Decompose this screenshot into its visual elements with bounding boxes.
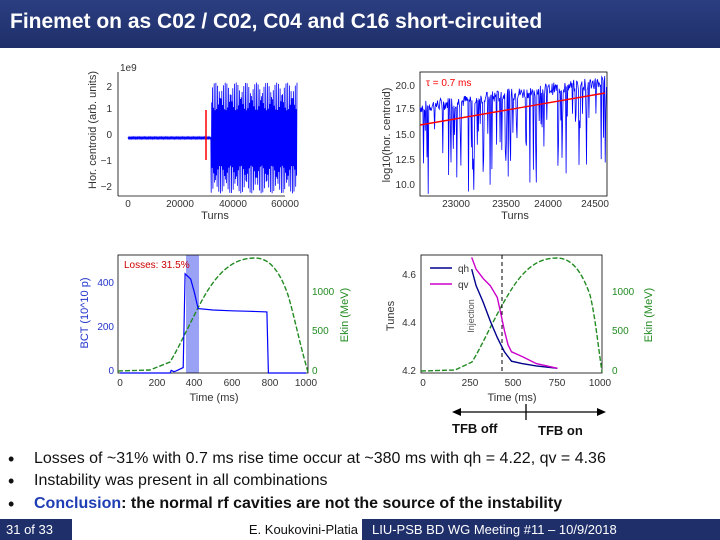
- p4-legend-qv: qv: [458, 280, 469, 291]
- p3-xlabel: Time (ms): [189, 392, 238, 404]
- p2-fit-line: [419, 92, 606, 126]
- p4-ytick-right: 1000: [612, 287, 635, 298]
- p3-xtick: 600: [224, 378, 241, 389]
- p3-xtick: 200: [149, 378, 166, 389]
- p3-xtick: 0: [117, 378, 123, 389]
- p3-ylabel: BCT (10^10 p): [79, 278, 91, 349]
- p3-shaded-region: [186, 255, 199, 373]
- p4-ytick-right: 0: [612, 366, 618, 377]
- footer-meeting: LIU-PSB BD WG Meeting #11 – 10/9/2018: [362, 519, 720, 540]
- p3-frame: [117, 254, 309, 374]
- p2-xtick: 23500: [492, 199, 520, 210]
- p1-ytick: 2: [106, 82, 112, 93]
- p1-ytick: −2: [101, 182, 113, 193]
- tfb-off-label: TFB off: [452, 421, 498, 436]
- p4-ylabel: Tunes: [385, 300, 397, 331]
- p4-xtick: 250: [462, 378, 479, 389]
- p2-annotation: τ = 0.7 ms: [426, 78, 471, 89]
- p2-ytick: 15.0: [396, 130, 416, 141]
- conclusion-label: Conclusion: [34, 495, 122, 512]
- p2-xtick: 23000: [442, 199, 470, 210]
- p3-xtick: 800: [262, 378, 279, 389]
- p4-qh-series: [471, 269, 558, 369]
- p2-ytick: 12.5: [396, 155, 416, 166]
- p4-ytick: 4.4: [402, 318, 416, 329]
- plot-hor-centroid: Hor. centroid (arb. units) 1e9 2 1 0 −1 …: [87, 63, 299, 222]
- p4-qv-series: [471, 257, 558, 369]
- p4-frame: [420, 254, 603, 374]
- p2-xtick: 24000: [534, 199, 562, 210]
- p4-ytick-right: 500: [612, 326, 629, 337]
- p3-xtick: 400: [186, 378, 203, 389]
- plot-bct: BCT (10^10 p) Ekin (MeV) Losses: 31.5% 4…: [79, 254, 351, 404]
- p4-xtick: 1000: [589, 378, 612, 389]
- p4-legend: qh qv: [430, 264, 469, 291]
- p4-xtick: 500: [505, 378, 522, 389]
- p1-ytick: 1: [106, 104, 112, 115]
- footer: 31 of 33 E. Koukovini-Platia LIU-PSB BD …: [0, 519, 720, 540]
- p3-annotation: Losses: 31.5%: [124, 260, 190, 271]
- bullet-dot: •: [8, 471, 15, 491]
- p1-ylabel: Hor. centroid (arb. units): [87, 71, 99, 189]
- p3-ytick-right: 0: [312, 366, 318, 377]
- p1-ytick: 0: [106, 130, 112, 141]
- plots-area: Hor. centroid (arb. units) 1e9 2 1 0 −1 …: [0, 48, 720, 448]
- p3-ytick-right: 1000: [312, 287, 335, 298]
- p3-ytick-right: 500: [312, 326, 329, 337]
- page-number: 31 of 33: [0, 519, 72, 540]
- p3-bct-series: [120, 272, 306, 374]
- p3-ekin-series: [117, 257, 309, 373]
- p3-ytick: 200: [97, 322, 114, 333]
- bullet-text: Losses of ~31% with 0.7 ms rise time occ…: [34, 450, 606, 467]
- conclusion-text: : the normal rf cavities are not the sou…: [121, 495, 563, 512]
- p4-ylabel-right: Ekin (MeV): [643, 288, 655, 342]
- p2-ytick: 10.0: [396, 180, 416, 191]
- p3-xtick: 1000: [295, 378, 318, 389]
- p3-ylabel-right: Ekin (MeV): [339, 288, 351, 342]
- p3-ytick: 0: [108, 366, 114, 377]
- page-title: Finemet on as C02 / C02, C04 and C16 sho…: [10, 10, 543, 33]
- p2-ytick: 20.0: [396, 81, 416, 92]
- p3-ytick: 400: [97, 278, 114, 289]
- p1-xlabel: Turns: [201, 210, 229, 222]
- bullet-text: Conclusion: the normal rf cavities are n…: [34, 495, 562, 513]
- p2-ylabel: log10(hor. centroid): [381, 88, 393, 183]
- p1-ytick: −1: [101, 156, 113, 167]
- p1-xtick: 20000: [166, 199, 194, 210]
- tfb-on-label: TFB on: [538, 423, 583, 438]
- p4-ytick: 4.6: [402, 270, 416, 281]
- bullet-dot: •: [8, 494, 15, 514]
- p1-centroid-line: [127, 82, 298, 194]
- p1-exponent: 1e9: [120, 63, 137, 74]
- plots-svg: Hor. centroid (arb. units) 1e9 2 1 0 −1 …: [79, 63, 655, 438]
- p4-xtick: 0: [420, 378, 426, 389]
- tfb-annotation: TFB off TFB on: [452, 404, 606, 438]
- p2-frame: [419, 71, 608, 197]
- p2-centroid-series: [419, 75, 608, 194]
- plot-tunes: Tunes Ekin (MeV) Injection qh qv 4.6 4.4…: [385, 254, 655, 404]
- p1-xtick: 60000: [271, 199, 299, 210]
- p4-ytick: 4.2: [402, 366, 416, 377]
- footer-author: E. Koukovini-Platia: [240, 519, 358, 540]
- p4-injection-label: Injection: [466, 299, 476, 333]
- title-bar: Finemet on as C02 / C02, C04 and C16 sho…: [0, 0, 720, 48]
- p4-xtick: 750: [549, 378, 566, 389]
- p2-xtick: 24500: [581, 199, 609, 210]
- bullet-dot: •: [8, 449, 15, 469]
- p4-legend-qh: qh: [458, 264, 469, 275]
- p1-xtick: 0: [125, 199, 131, 210]
- p2-ytick: 17.5: [396, 104, 416, 115]
- p4-ekin-series: [420, 257, 603, 373]
- p4-xlabel: Time (ms): [487, 392, 536, 404]
- p1-centroid-series: [127, 82, 298, 194]
- p2-xlabel: Turns: [501, 210, 529, 222]
- bullet-text: Instability was present in all combinati…: [34, 472, 328, 489]
- p1-xtick: 40000: [219, 199, 247, 210]
- plot-log-centroid: log10(hor. centroid) τ = 0.7 ms 20.0 17.…: [381, 71, 609, 222]
